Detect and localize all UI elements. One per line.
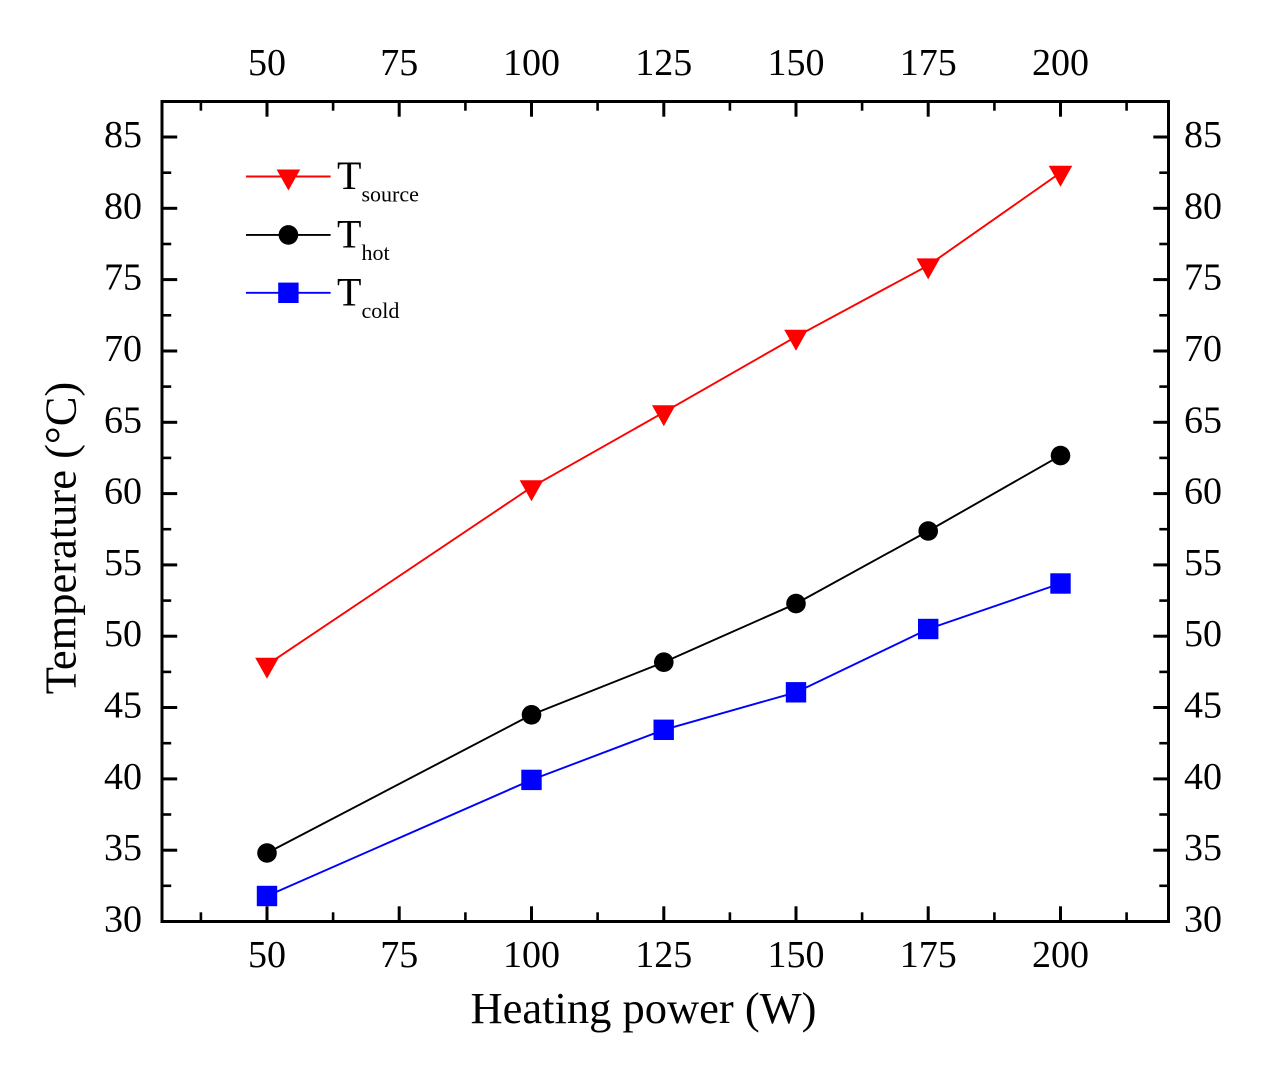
svg-text:150: 150 (768, 42, 825, 84)
svg-text:75: 75 (380, 934, 418, 976)
svg-text:50: 50 (1184, 613, 1222, 655)
svg-text:hot: hot (362, 240, 390, 265)
svg-text:80: 80 (104, 185, 142, 227)
svg-text:85: 85 (1184, 114, 1222, 156)
svg-text:Heating power (W): Heating power (W) (471, 983, 817, 1033)
svg-text:50: 50 (248, 42, 286, 84)
svg-text:175: 175 (900, 42, 957, 84)
svg-text:125: 125 (635, 42, 692, 84)
svg-text:T: T (337, 153, 361, 198)
svg-text:T: T (337, 212, 361, 257)
svg-text:65: 65 (104, 399, 142, 441)
svg-text:45: 45 (104, 685, 142, 727)
svg-text:100: 100 (503, 934, 560, 976)
svg-text:80: 80 (1184, 185, 1222, 227)
svg-text:40: 40 (104, 756, 142, 798)
svg-text:T: T (337, 270, 361, 315)
svg-text:85: 85 (104, 114, 142, 156)
svg-text:200: 200 (1032, 42, 1089, 84)
svg-text:60: 60 (104, 471, 142, 513)
svg-text:70: 70 (1184, 328, 1222, 370)
svg-text:65: 65 (1184, 399, 1222, 441)
svg-text:60: 60 (1184, 471, 1222, 513)
svg-text:70: 70 (104, 328, 142, 370)
svg-text:source: source (362, 182, 419, 207)
svg-text:cold: cold (362, 298, 400, 323)
svg-text:55: 55 (1184, 542, 1222, 584)
svg-text:30: 30 (1184, 899, 1222, 941)
svg-text:150: 150 (768, 934, 825, 976)
svg-text:75: 75 (104, 257, 142, 299)
svg-text:50: 50 (104, 613, 142, 655)
svg-text:55: 55 (104, 542, 142, 584)
svg-text:35: 35 (1184, 827, 1222, 869)
svg-text:75: 75 (380, 42, 418, 84)
svg-text:100: 100 (503, 42, 560, 84)
svg-text:200: 200 (1032, 934, 1089, 976)
svg-text:30: 30 (104, 899, 142, 941)
svg-text:45: 45 (1184, 685, 1222, 727)
svg-text:175: 175 (900, 934, 957, 976)
svg-text:125: 125 (635, 934, 692, 976)
svg-text:75: 75 (1184, 257, 1222, 299)
svg-text:50: 50 (248, 934, 286, 976)
svg-text:40: 40 (1184, 756, 1222, 798)
svg-text:Temperature (°C): Temperature (°C) (36, 382, 86, 694)
svg-text:35: 35 (104, 827, 142, 869)
